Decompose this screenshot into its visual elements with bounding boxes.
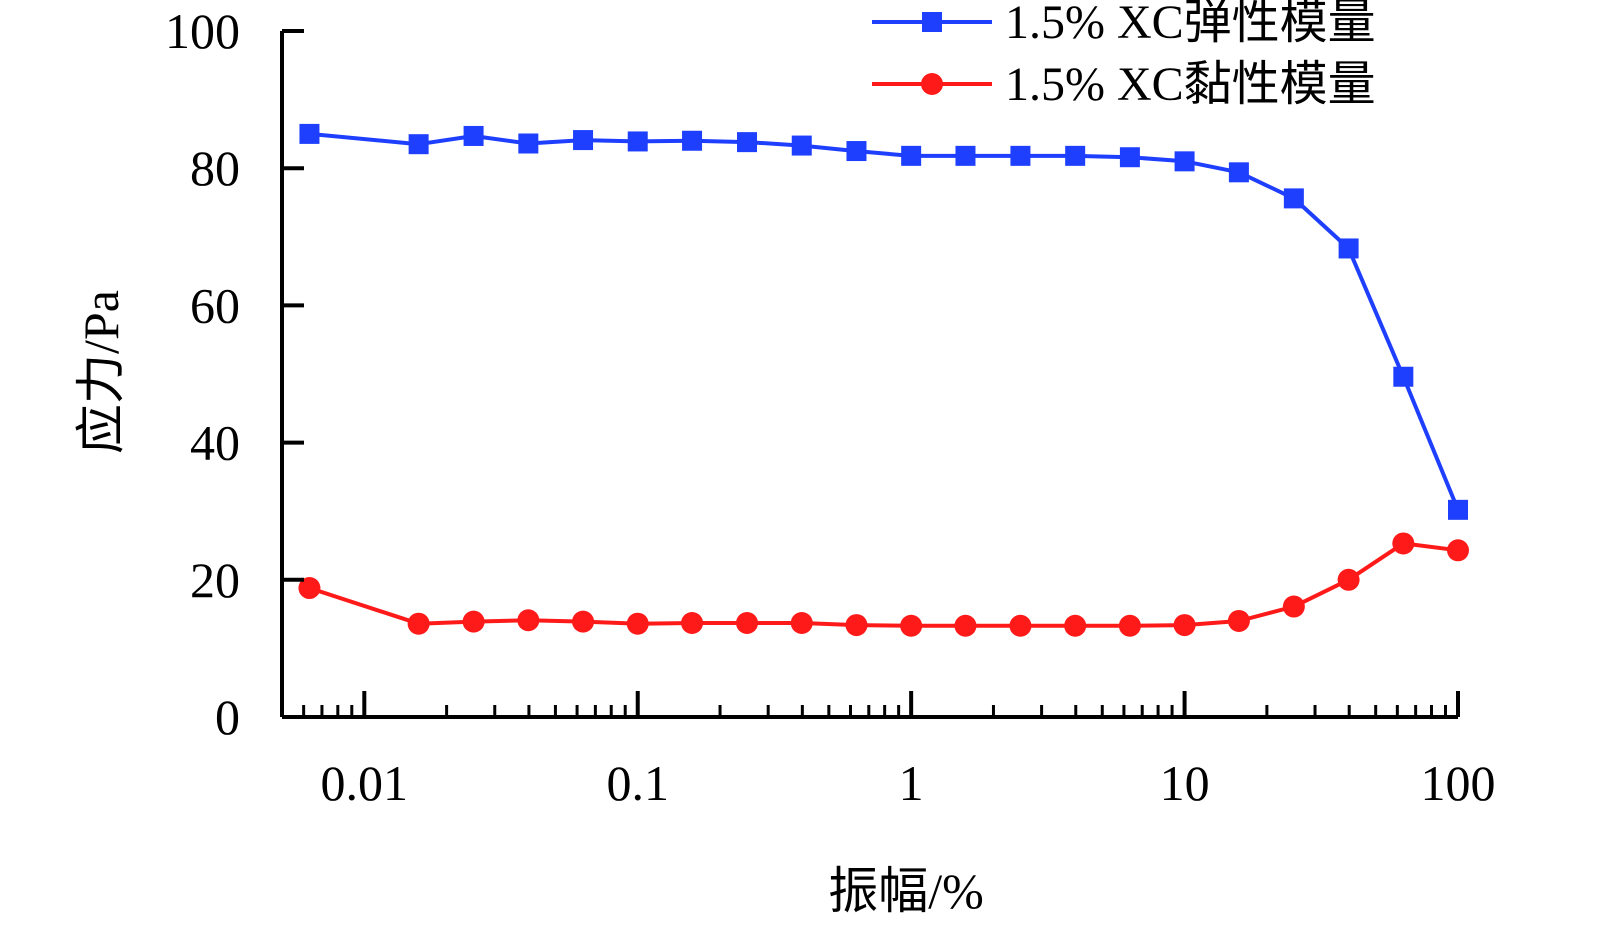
data-point: [1282, 595, 1305, 618]
data-point: [1119, 147, 1140, 168]
x-tick-label: 1: [899, 755, 924, 811]
x-axis-title: 振幅/%: [828, 863, 984, 919]
x-tick-label: 100: [1421, 755, 1496, 811]
data-point: [299, 123, 320, 144]
data-point: [682, 130, 703, 151]
x-tick-label: 10: [1160, 755, 1210, 811]
data-point: [298, 577, 321, 600]
data-point: [626, 612, 649, 635]
data-point: [901, 145, 922, 166]
data-point: [1447, 539, 1469, 562]
data-point: [846, 141, 867, 162]
data-point: [736, 612, 759, 635]
data-point: [463, 125, 484, 146]
y-tick-label: 100: [165, 3, 240, 59]
data-point: [737, 132, 758, 153]
y-tick-label: 40: [190, 415, 240, 471]
data-point: [1228, 162, 1249, 183]
y-tick-label: 60: [190, 277, 240, 333]
data-point: [1393, 366, 1414, 387]
legend-item-2: 1.5% XC黏性模量: [872, 58, 1376, 111]
axes: [280, 29, 1460, 719]
legend-label: 1.5% XC黏性模量: [1005, 58, 1376, 111]
data-point: [845, 614, 868, 637]
data-point: [573, 130, 594, 151]
data-point: [1392, 532, 1415, 555]
data-point: [1448, 499, 1468, 520]
y-axis-title: 应力/Pa: [73, 290, 129, 454]
data-point: [1010, 145, 1031, 166]
data-point: [954, 614, 977, 637]
data-point: [955, 145, 976, 166]
data-point: [408, 134, 429, 155]
legend-item-1: 1.5% XC弹性模量: [872, 0, 1376, 49]
data-point: [790, 612, 813, 635]
y-tick-label: 80: [190, 140, 240, 196]
data-point: [462, 610, 485, 633]
data-point: [517, 609, 540, 632]
data-point: [900, 614, 923, 637]
legend-marker: [921, 73, 943, 95]
plot-lines: [298, 123, 1469, 637]
y-tick-label: 0: [215, 689, 240, 745]
data-point: [791, 135, 812, 156]
legend-marker: [922, 12, 942, 32]
data-point: [1118, 614, 1141, 637]
tick-labels: 0 20 40 60 80 100 0.01 0.1 1 10 100: [165, 3, 1496, 811]
y-tick-label: 20: [190, 552, 240, 608]
data-point: [681, 612, 704, 635]
data-point: [1064, 614, 1087, 637]
data-point: [1173, 614, 1196, 637]
data-point: [1065, 145, 1086, 166]
data-point: [407, 612, 430, 635]
data-point: [572, 610, 595, 633]
data-point: [1283, 188, 1304, 209]
data-point: [1174, 151, 1195, 172]
data-point: [1227, 609, 1250, 632]
data-point: [1009, 614, 1032, 637]
x-tick-label: 0.1: [606, 755, 669, 811]
x-tick-label: 0.01: [321, 755, 409, 811]
legend-label: 1.5% XC弹性模量: [1005, 0, 1376, 49]
data-point: [627, 131, 648, 152]
legend: 1.5% XC弹性模量 1.5% XC黏性模量: [872, 0, 1376, 111]
data-point: [518, 133, 539, 154]
data-point: [1338, 238, 1359, 259]
data-point: [1337, 568, 1360, 591]
